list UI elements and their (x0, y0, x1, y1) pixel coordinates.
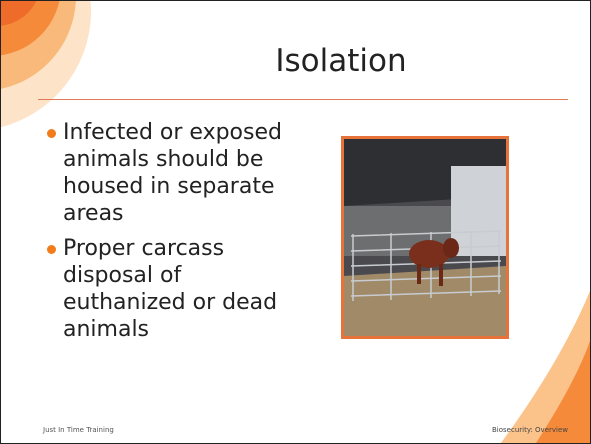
cow-head (443, 238, 459, 258)
cow-leg (417, 264, 421, 284)
bullet-list: Infected or exposed animals should be ho… (45, 119, 309, 351)
bullet: Infected or exposed animals should be ho… (45, 119, 309, 227)
slide: Isolation Infected or exposed animals sh… (0, 0, 591, 444)
photo (341, 136, 509, 339)
footer-right: Biosecurity: Overview (492, 426, 568, 434)
slide-title: Isolation (151, 43, 531, 79)
barn-window (451, 166, 506, 256)
footer-left: Just In Time Training (43, 426, 114, 434)
cow (409, 240, 449, 268)
cow-leg (439, 264, 443, 286)
bullet: Proper carcass disposal of euthanized or… (45, 235, 309, 343)
title-rule (38, 99, 568, 100)
